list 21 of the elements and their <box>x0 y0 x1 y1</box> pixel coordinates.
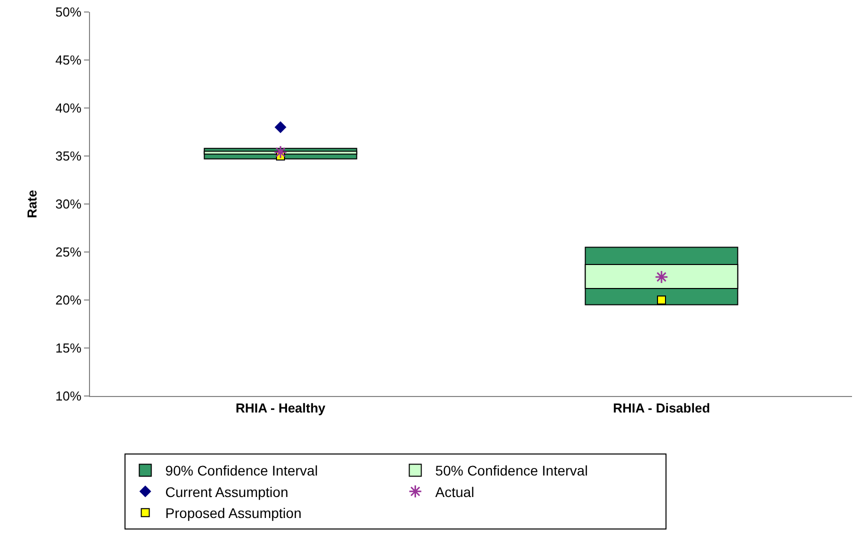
y-tick-label: 15% <box>55 340 82 356</box>
y-tick-label: 30% <box>55 196 82 212</box>
point <box>274 122 286 133</box>
y-tick-label: 35% <box>55 148 82 164</box>
y-axis-title: Rate <box>24 190 40 218</box>
y-tick-label: 40% <box>55 100 82 116</box>
y-tick-label: 50% <box>55 4 82 20</box>
point <box>654 270 668 284</box>
y-tick-label: 25% <box>55 244 82 260</box>
legend-label: Actual <box>435 484 474 500</box>
y-tick-label: 45% <box>55 52 82 68</box>
x-tick-label: RHIA - Healthy <box>236 400 326 416</box>
legend-label: Proposed Assumption <box>165 505 302 522</box>
legend-label: 90% Confidence Interval <box>165 462 318 479</box>
y-tick-label: 20% <box>55 292 82 308</box>
x-tick-label: RHIA - Disabled <box>612 400 710 416</box>
point <box>657 296 666 304</box>
point <box>274 145 288 159</box>
y-tick-label: 10% <box>55 388 82 404</box>
legend-label: Current Assumption <box>165 484 288 500</box>
legend-label: 50% Confidence Interval <box>435 462 588 479</box>
